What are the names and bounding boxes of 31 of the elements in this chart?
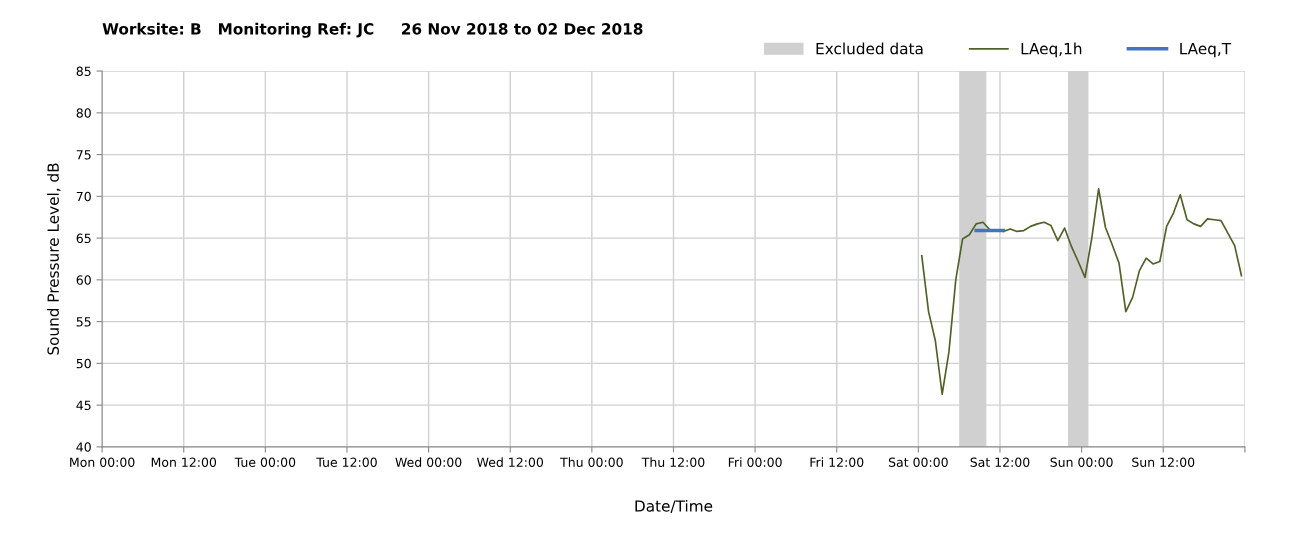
x-tick-label: Fri 12:00 <box>810 457 864 467</box>
legend-label: LAeq,T <box>1180 43 1232 58</box>
x-tick-label: Sun 12:00 <box>1132 457 1195 467</box>
y-tick-label: 80 <box>76 108 91 118</box>
y-tick-label: 70 <box>76 191 91 202</box>
x-axis-title: Date/Time <box>635 499 713 513</box>
line-series <box>920 187 1243 396</box>
x-tick-label: Thu 00:00 <box>560 457 623 467</box>
y-tick-label: 75 <box>76 150 91 160</box>
x-tick-label: Thu 12:00 <box>641 457 705 467</box>
x-tick-label: Mon 00:00 <box>70 457 135 467</box>
y-tick-label: 55 <box>76 317 91 327</box>
x-tick-label: Tue 00:00 <box>234 457 296 467</box>
x-tick-label: Wed 00:00 <box>395 457 462 467</box>
x-tick-label: Sat 12:00 <box>970 457 1030 467</box>
x-tick-label: Sat 00:00 <box>888 457 948 467</box>
y-tick-label: 40 <box>76 442 91 452</box>
x-tick-label: Fri 00:00 <box>728 457 782 467</box>
x-tick-label: Mon 12:00 <box>151 457 217 467</box>
x-tick-label: Wed 12:00 <box>477 457 544 467</box>
y-axis-title: Sound Pressure Level, dB <box>47 163 61 355</box>
x-tick-label: Sun 00:00 <box>1050 457 1113 467</box>
y-tick-label: 50 <box>76 358 91 369</box>
x-tick-label: Tue 12:00 <box>316 457 377 467</box>
y-tick-label: 65 <box>76 233 91 244</box>
y-tick-label: 60 <box>76 275 91 285</box>
chart-title: Worksite: B Monitoring Ref: JC 26 Nov 2018 to 02 Dec 2018 <box>102 22 643 38</box>
y-tick-label: 85 <box>76 66 91 77</box>
legend-label: Excluded data <box>816 42 923 55</box>
y-tick-label: 45 <box>76 400 91 411</box>
legend-label: LAeq,1h <box>1021 42 1082 58</box>
